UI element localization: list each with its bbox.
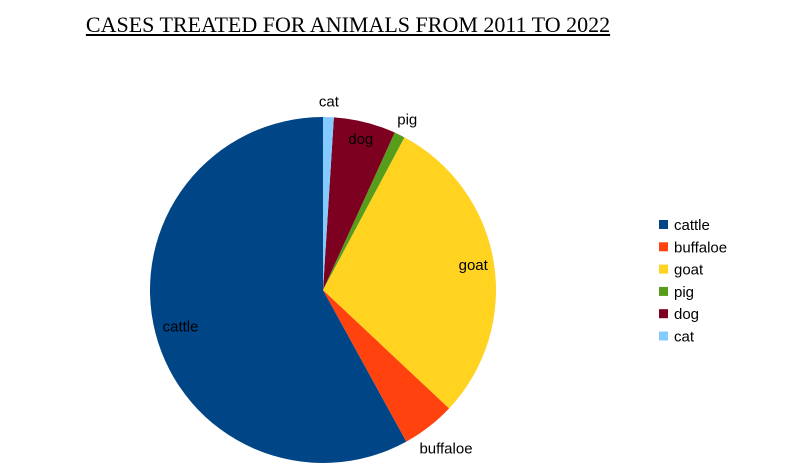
legend-swatch-cat [659, 331, 668, 341]
slice-label-cattle: cattle [163, 319, 199, 336]
slice-label-goat: goat [459, 257, 489, 274]
legend-label-buffaloe: buffaloe [674, 239, 727, 256]
pie-slice-dog [323, 117, 395, 291]
legend-swatch-cattle [659, 220, 668, 229]
legend-swatch-buffaloe [659, 242, 668, 252]
legend-label-cat: cat [674, 329, 695, 346]
legend-label-dog: dog [674, 306, 699, 323]
pie-slice-goat [323, 137, 496, 409]
pie-slice-cat [323, 117, 334, 290]
slice-label-buffaloe: buffaloe [419, 441, 472, 458]
slice-label-pig: pig [397, 111, 417, 128]
pie-slice-pig [323, 132, 405, 290]
legend-label-cattle: cattle [674, 217, 710, 234]
legend-swatch-goat [659, 264, 668, 274]
pie-slice-buffaloe [323, 290, 450, 442]
chart-title: CASES TREATED FOR ANIMALS FROM 2011 TO 2… [85, 12, 611, 37]
slice-label-dog: dog [348, 131, 373, 148]
slice-label-cat: cat [319, 94, 340, 111]
legend-swatch-dog [659, 309, 668, 319]
legend-swatch-pig [659, 286, 668, 296]
legend-label-pig: pig [674, 284, 694, 301]
legend-label-goat: goat [674, 262, 704, 279]
pie-slice-cattle [149, 117, 407, 463]
